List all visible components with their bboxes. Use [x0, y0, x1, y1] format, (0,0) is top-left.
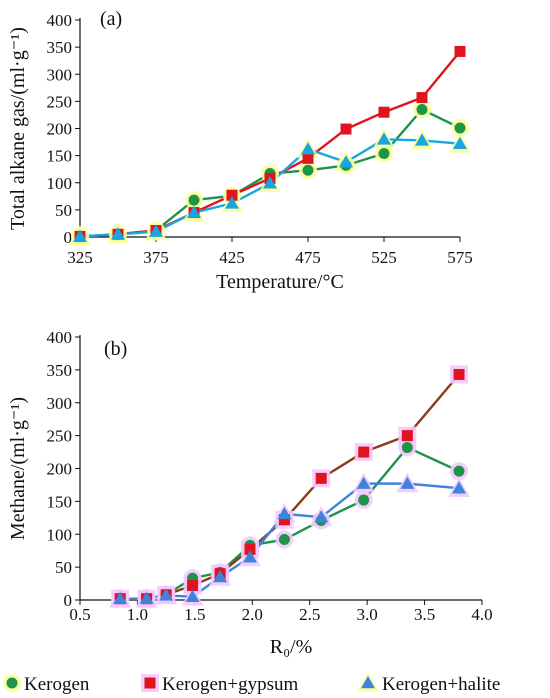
- data-point: [401, 430, 413, 442]
- data-point: [244, 543, 256, 555]
- data-point: [278, 534, 290, 546]
- y-tick-label: 300: [47, 65, 73, 84]
- x-tick-label: 375: [143, 248, 169, 267]
- data-point: [416, 104, 428, 116]
- data-point: [111, 227, 125, 240]
- data-point: [358, 446, 370, 458]
- data-point: [187, 580, 199, 592]
- data-point: [159, 588, 174, 601]
- y-tick-label: 250: [47, 92, 73, 111]
- data-point: [278, 514, 290, 526]
- y-tick-label: 0: [64, 591, 73, 610]
- data-point: [187, 205, 201, 218]
- x-axis-label: Temperature/°C: [216, 271, 344, 293]
- data-point: [113, 591, 128, 604]
- data-point: [454, 122, 466, 134]
- data-point: [415, 133, 429, 146]
- data-point: [301, 142, 315, 155]
- legend-label: Kerogen+halite: [382, 674, 500, 695]
- y-tick-label: 150: [47, 147, 73, 166]
- y-tick-label: 350: [47, 38, 73, 57]
- data-point: [149, 224, 163, 237]
- data-point: [277, 506, 292, 520]
- data-point: [226, 189, 238, 201]
- data-point: [454, 45, 466, 57]
- x-tick-label: 575: [447, 248, 473, 267]
- y-tick-label: 250: [47, 427, 73, 446]
- y-tick-label: 50: [55, 558, 72, 577]
- y-tick-label: 350: [47, 361, 73, 380]
- data-point: [416, 92, 428, 104]
- data-point: [339, 155, 353, 168]
- y-tick-label: 100: [47, 174, 73, 193]
- data-point: [358, 494, 370, 506]
- legend-marker: [6, 677, 18, 689]
- data-point: [400, 476, 415, 489]
- data-point: [453, 136, 467, 149]
- panel-b: 0 50 100 150 200 250 300 350 400 0.5 1.0 1.5 2.0 2.5 3…: [7, 328, 493, 658]
- data-point: [263, 176, 277, 189]
- data-point: [340, 123, 352, 135]
- data-point: [302, 152, 314, 164]
- y-tick-label: 400: [47, 328, 73, 347]
- data-point: [378, 147, 390, 159]
- x-tick-label: 525: [371, 248, 397, 267]
- data-point: [452, 481, 467, 494]
- x-tick-label: 325: [67, 248, 93, 267]
- x-axis-label: R₀/%: [270, 636, 313, 658]
- data-point: [401, 441, 413, 453]
- data-point: [188, 194, 200, 206]
- data-point: [356, 476, 371, 489]
- x-tick-label: 2.5: [299, 605, 320, 624]
- data-point: [315, 472, 327, 484]
- y-tick-label: 0: [64, 228, 73, 247]
- y-tick-label: 150: [47, 492, 73, 511]
- data-point: [453, 368, 465, 380]
- data-point: [302, 164, 314, 176]
- data-point: [73, 229, 87, 242]
- data-point: [314, 510, 329, 523]
- x-tick-label: 2.0: [242, 605, 263, 624]
- data-point: [453, 465, 465, 477]
- y-tick-label: 400: [47, 11, 73, 30]
- data-point: [225, 196, 239, 209]
- x-tick-label: 1.0: [127, 605, 148, 624]
- x-tick-label: 3.0: [357, 605, 378, 624]
- legend: Kerogen Kerogen+gypsum Kerogen+halite: [3, 672, 500, 695]
- legend-marker: [361, 676, 375, 689]
- x-tick-label: 3.5: [414, 605, 435, 624]
- y-axis-label: Methane/(ml·g⁻¹): [7, 397, 29, 540]
- data-point: [242, 550, 257, 563]
- legend-label: Kerogen: [24, 674, 90, 695]
- panel-label: (a): [100, 8, 122, 30]
- series-line: [79, 50, 461, 238]
- y-tick-label: 200: [47, 460, 73, 479]
- data-point: [139, 591, 154, 604]
- data-point: [378, 106, 390, 118]
- x-tick-label: 1.5: [184, 605, 205, 624]
- y-tick-label: 300: [47, 394, 73, 413]
- legend-marker: [144, 677, 156, 689]
- x-tick-label: 0.5: [69, 605, 90, 624]
- data-point: [213, 569, 228, 583]
- y-tick-label: 200: [47, 120, 73, 139]
- y-tick-label: 50: [55, 201, 72, 220]
- y-axis-label: Total alkane gas/(ml·g⁻¹): [7, 27, 29, 230]
- data-point: [185, 589, 200, 602]
- panel-label: (b): [104, 338, 127, 360]
- x-tick-label: 475: [295, 248, 321, 267]
- legend-label: Kerogen+gypsum: [162, 674, 299, 695]
- panel-a: 0 50 100 150 200 250 300 350 400 325 375 425 475 525 5…: [7, 8, 473, 293]
- x-tick-label: 425: [219, 248, 245, 267]
- data-point: [377, 132, 391, 145]
- y-tick-label: 100: [47, 525, 73, 544]
- x-tick-label: 4.0: [471, 605, 492, 624]
